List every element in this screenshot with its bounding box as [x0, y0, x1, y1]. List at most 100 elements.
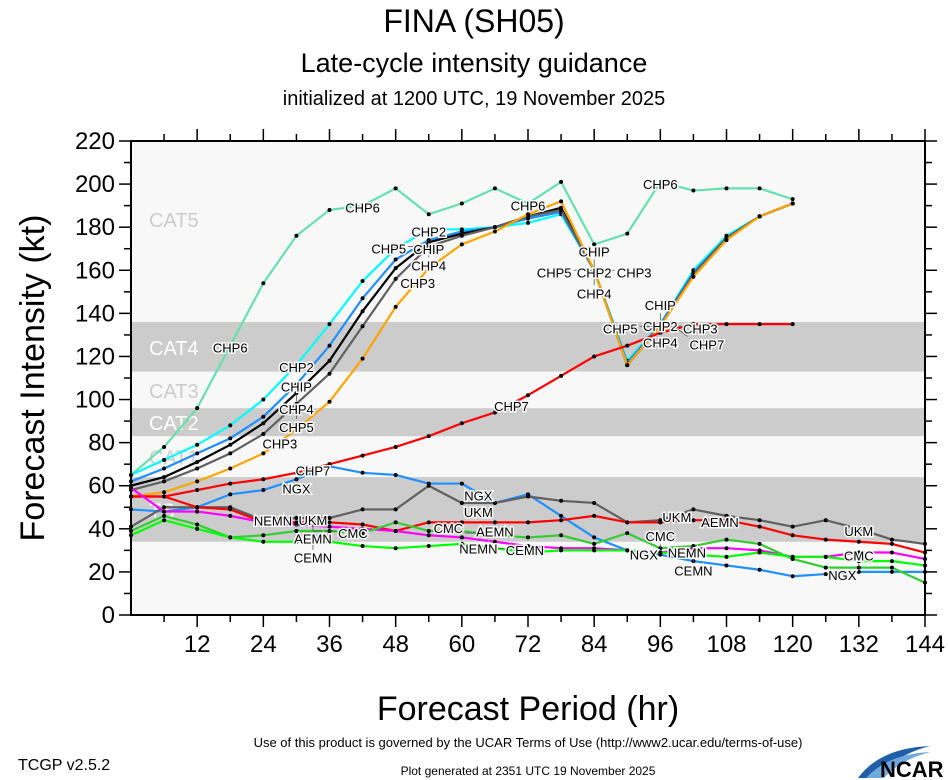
- data-point: [360, 522, 365, 527]
- data-point: [724, 238, 729, 243]
- series-label-ukm: UKM: [662, 510, 691, 525]
- data-point: [889, 537, 894, 542]
- y-tick-label: 140: [75, 300, 115, 327]
- data-point: [757, 214, 762, 219]
- data-point: [393, 266, 398, 271]
- x-tick-label: 36: [316, 631, 343, 658]
- series-label-cemn: CEMN: [294, 551, 332, 566]
- data-point: [294, 470, 299, 475]
- data-point: [393, 246, 398, 251]
- data-point: [492, 410, 497, 415]
- data-point: [195, 522, 200, 527]
- data-point: [195, 460, 200, 465]
- data-point: [559, 548, 564, 553]
- data-point: [526, 201, 530, 206]
- series-label-ngx: NGX: [464, 488, 493, 503]
- data-point: [360, 470, 365, 475]
- data-point: [327, 539, 332, 544]
- data-point: [492, 186, 497, 191]
- series-label-nemn: NEMN: [668, 545, 706, 560]
- data-point: [261, 281, 266, 286]
- data-point: [459, 500, 464, 505]
- series-label-chip: CHIP: [579, 244, 610, 259]
- data-point: [393, 546, 398, 551]
- data-point: [228, 343, 233, 348]
- data-point: [393, 304, 398, 309]
- data-point: [228, 481, 233, 486]
- series-label-chp4: CHP4: [279, 402, 314, 417]
- series-label-nemn: NEMN: [459, 542, 497, 557]
- series-label-chp5: CHP5: [537, 265, 572, 280]
- x-tick-label: 120: [773, 631, 813, 658]
- data-point: [426, 544, 431, 549]
- data-point: [889, 550, 894, 555]
- data-point: [228, 451, 233, 456]
- data-point: [889, 541, 894, 546]
- data-point: [724, 563, 729, 568]
- data-point: [459, 520, 464, 525]
- series-label-cmc: CMC: [338, 526, 368, 541]
- label-leader-line: [676, 328, 688, 337]
- data-point: [856, 526, 861, 531]
- y-tick-label: 160: [75, 257, 115, 284]
- data-point: [856, 569, 861, 574]
- y-tick-label: 180: [75, 214, 115, 241]
- series-label-chp7: CHP7: [690, 337, 725, 352]
- series-label-nemn: NEMN: [254, 514, 292, 529]
- data-point: [393, 276, 398, 281]
- series-label-aemn: AEMN: [294, 531, 332, 546]
- data-point: [327, 358, 332, 363]
- chart-subtitle: Late-cycle intensity guidance: [301, 48, 648, 78]
- data-point: [261, 397, 266, 402]
- series-label-chp5: CHP5: [371, 242, 406, 257]
- data-point: [492, 533, 497, 538]
- data-point: [162, 509, 167, 514]
- data-point: [559, 207, 564, 212]
- data-point: [162, 505, 167, 510]
- series-label-ngx: NGX: [282, 481, 311, 496]
- data-point: [426, 528, 431, 533]
- data-point: [228, 436, 233, 441]
- data-point: [393, 257, 398, 262]
- series-label-chp6: CHP6: [511, 198, 546, 213]
- x-tick-label: 132: [839, 631, 879, 658]
- data-point: [724, 513, 729, 518]
- data-point: [459, 481, 464, 486]
- x-tick-label: 144: [905, 631, 945, 658]
- data-point: [526, 550, 530, 555]
- series-label-chip: CHIP: [281, 379, 312, 394]
- x-tick-label: 24: [250, 631, 277, 658]
- data-point: [559, 199, 564, 204]
- data-point: [790, 201, 795, 206]
- series-label-chp2: CHP2: [643, 319, 678, 334]
- series-label-chp2: CHP2: [577, 265, 612, 280]
- chart-initialized-time: initialized at 1200 UTC, 19 November 202…: [283, 88, 665, 110]
- data-point: [360, 279, 365, 284]
- band-label-cat3: CAT3: [149, 381, 199, 403]
- data-point: [889, 569, 894, 574]
- band-label-cat1: CAT1: [149, 448, 199, 470]
- data-point: [823, 565, 828, 570]
- data-point: [691, 544, 696, 549]
- series-label-chip: CHIP: [645, 298, 676, 313]
- series-label-chp3: CHP3: [263, 437, 298, 452]
- data-point: [261, 533, 266, 538]
- data-point: [856, 550, 861, 555]
- data-point: [559, 513, 564, 518]
- data-point: [162, 466, 167, 471]
- y-tick-label: 60: [88, 473, 115, 500]
- data-point: [625, 520, 630, 525]
- data-point: [724, 537, 729, 542]
- data-point: [790, 197, 795, 202]
- data-point: [261, 451, 266, 456]
- series-label-chp3: CHP3: [400, 276, 435, 291]
- data-point: [823, 554, 828, 559]
- data-point: [592, 541, 597, 546]
- data-point: [327, 399, 332, 404]
- data-point: [195, 509, 200, 514]
- data-point: [559, 179, 564, 184]
- x-tick-label: 12: [184, 631, 211, 658]
- data-point: [492, 225, 497, 230]
- data-point: [559, 498, 564, 503]
